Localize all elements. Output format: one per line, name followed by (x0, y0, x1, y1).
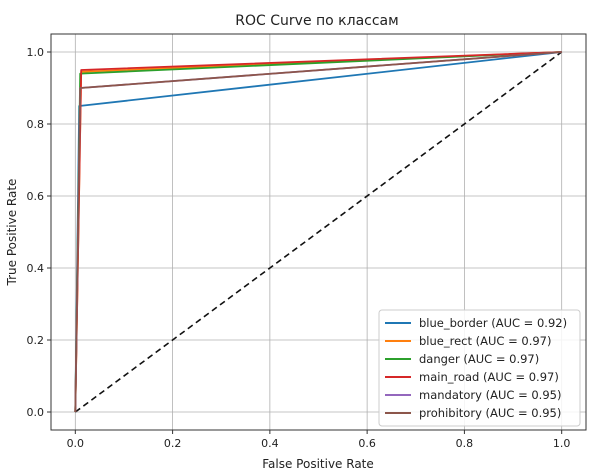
series-group (74, 51, 562, 413)
x-tick-label: 1.0 (553, 437, 571, 450)
legend-entry: blue_border (AUC = 0.92) (419, 316, 567, 330)
y-axis-label: True Positive Rate (5, 179, 19, 287)
x-tick-label: 0.6 (358, 437, 376, 450)
grid (51, 34, 586, 430)
chart-title: ROC Curve по классам (235, 13, 398, 29)
x-axis-label: False Positive Rate (262, 457, 374, 471)
y-tick-label: 0.8 (27, 118, 45, 131)
plot-frame (50, 33, 587, 431)
y-tick-label: 0.2 (27, 334, 45, 347)
legend-entry: blue_rect (AUC = 0.97) (419, 334, 552, 348)
x-tick-label: 0.0 (67, 437, 85, 450)
x-axis: 0.0 0.2 0.4 0.6 0.8 1.0 (67, 430, 571, 450)
y-axis: 0.0 0.2 0.4 0.6 0.8 1.0 (27, 46, 51, 419)
x-tick-label: 0.8 (456, 437, 474, 450)
legend-entry: danger (AUC = 0.97) (419, 352, 539, 366)
legend: blue_border (AUC = 0.92) blue_rect (AUC =… (378, 309, 581, 427)
x-tick-label: 0.2 (164, 437, 182, 450)
legend-entry: mandatory (AUC = 0.95) (419, 388, 561, 402)
legend-entry: main_road (AUC = 0.97) (419, 370, 559, 384)
legend-entry: prohibitory (AUC = 0.95) (419, 406, 561, 420)
y-tick-label: 0.4 (27, 262, 45, 275)
y-tick-label: 0.0 (27, 406, 45, 419)
y-tick-label: 1.0 (27, 46, 45, 59)
series-line-5 (74, 51, 562, 413)
diagonal-reference-line (74, 51, 563, 413)
diagonal-line (74, 51, 563, 413)
y-tick-label: 0.6 (27, 190, 45, 203)
x-tick-label: 0.4 (261, 437, 279, 450)
legend-box (378, 309, 581, 427)
